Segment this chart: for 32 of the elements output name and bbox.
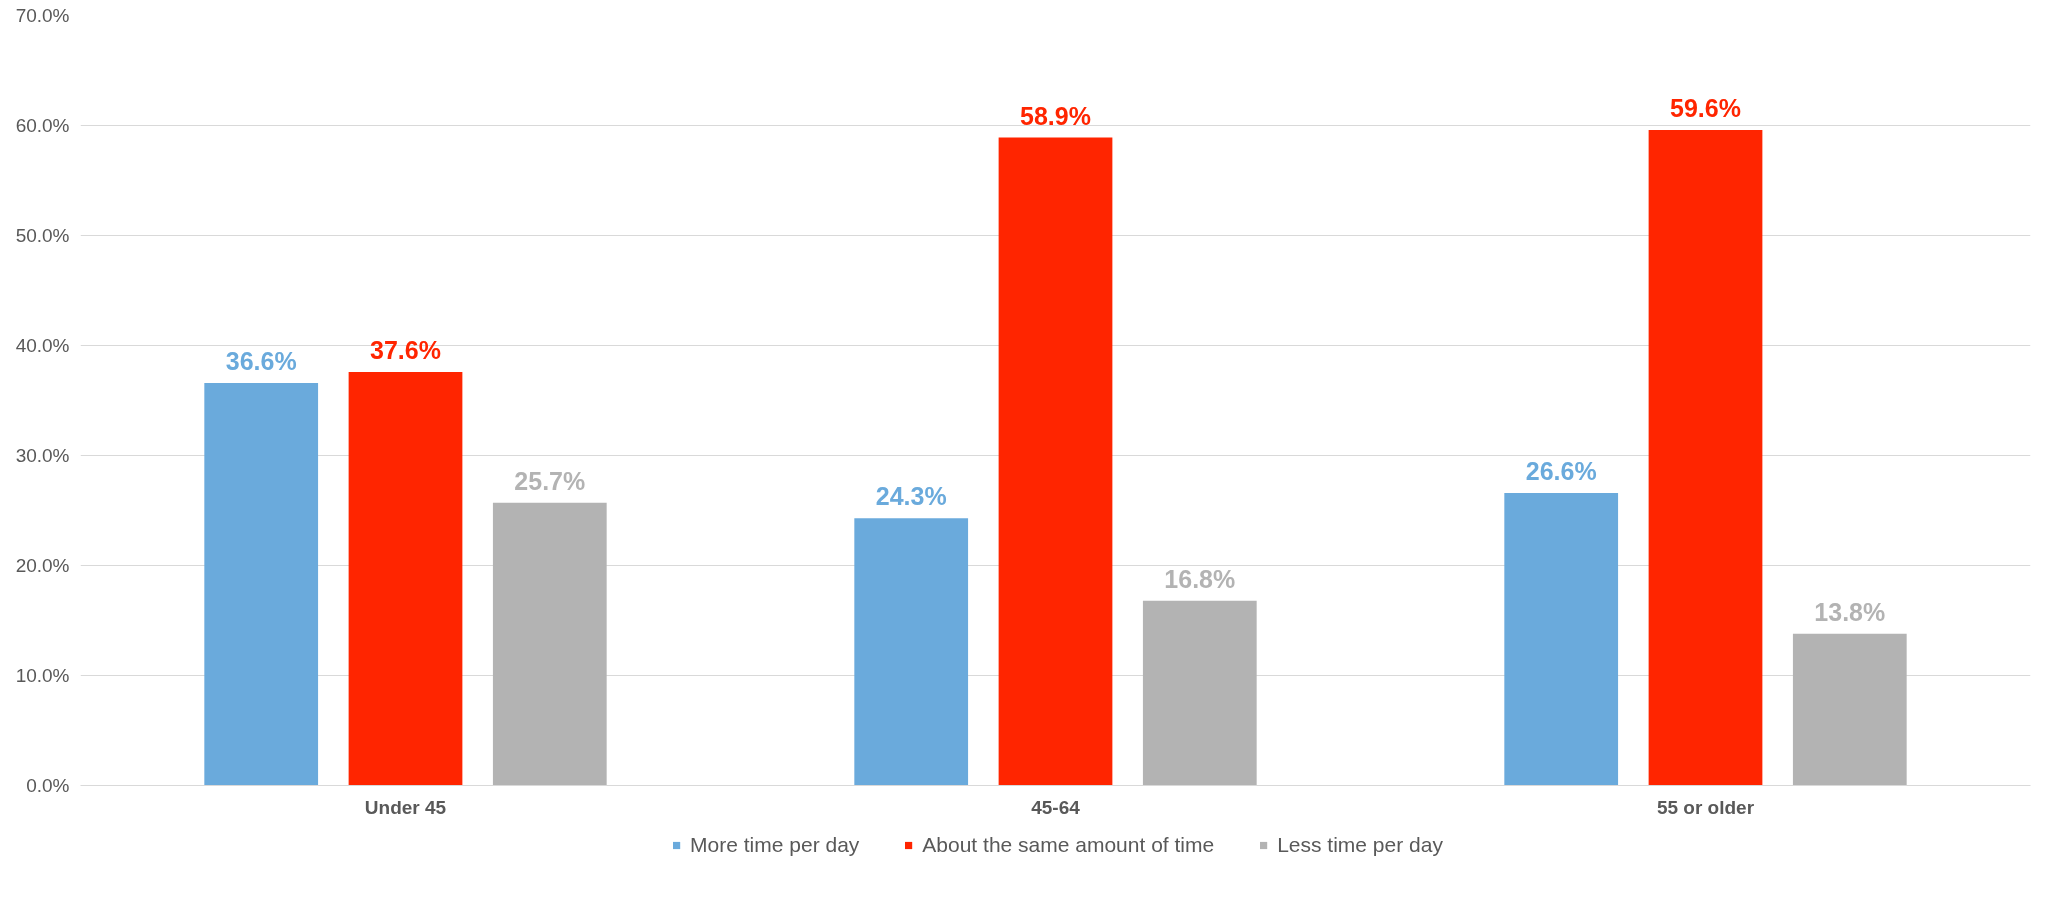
bar: [1142, 600, 1257, 786]
y-tick-label: 70.0%: [15, 5, 70, 26]
data-label: 58.9%: [1020, 101, 1091, 130]
data-label: 37.6%: [370, 335, 441, 364]
data-label: 59.6%: [1670, 93, 1741, 122]
bar: [854, 518, 969, 786]
y-tick-label: 40.0%: [15, 335, 70, 356]
x-tick-label: 55 or older: [1656, 796, 1755, 818]
bar: [1648, 129, 1763, 786]
y-tick-label: 10.0%: [15, 665, 70, 686]
data-label: 16.8%: [1164, 564, 1236, 593]
legend-label: More time per day: [690, 833, 860, 857]
data-label: 36.6%: [225, 346, 297, 375]
x-tick-label: Under 45: [364, 796, 447, 818]
legend-label: Less time per day: [1277, 833, 1443, 857]
data-label: 26.6%: [1525, 456, 1597, 485]
x-tick-label: 45-64: [1031, 796, 1081, 818]
data-label: 24.3%: [875, 482, 947, 511]
bar: [1792, 633, 1907, 786]
bar: [1504, 492, 1619, 786]
legend-label: About the same amount of time: [922, 833, 1215, 857]
y-tick-label: 0.0%: [26, 775, 70, 796]
y-tick-label: 50.0%: [15, 225, 70, 246]
data-label: 25.7%: [514, 466, 586, 495]
y-tick-label: 60.0%: [15, 115, 70, 136]
bar: [348, 371, 463, 786]
bar: [204, 382, 319, 786]
bar: [492, 502, 607, 786]
bar: [998, 137, 1113, 786]
y-tick-label: 20.0%: [15, 555, 70, 576]
data-label: 13.8%: [1814, 597, 1886, 626]
y-tick-label: 30.0%: [15, 445, 70, 466]
